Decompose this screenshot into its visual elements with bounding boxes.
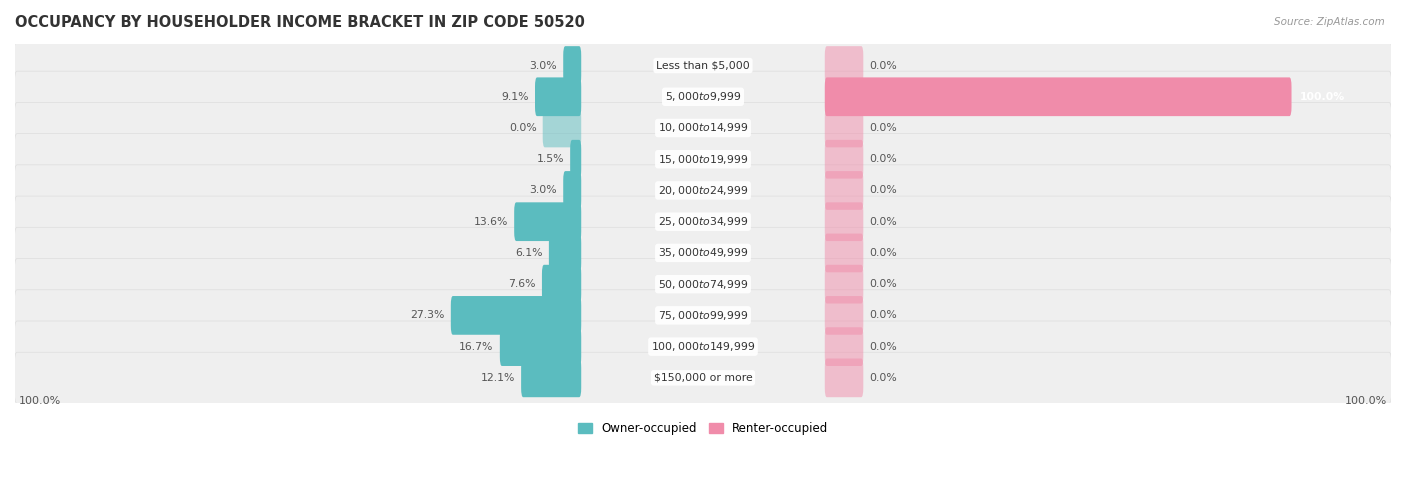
- FancyBboxPatch shape: [825, 109, 863, 147]
- Text: 3.0%: 3.0%: [530, 61, 557, 70]
- Text: 0.0%: 0.0%: [509, 123, 537, 133]
- FancyBboxPatch shape: [825, 327, 863, 366]
- FancyBboxPatch shape: [825, 265, 863, 304]
- Text: OCCUPANCY BY HOUSEHOLDER INCOME BRACKET IN ZIP CODE 50520: OCCUPANCY BY HOUSEHOLDER INCOME BRACKET …: [15, 15, 585, 30]
- FancyBboxPatch shape: [14, 259, 1392, 310]
- Text: $100,000 to $149,999: $100,000 to $149,999: [651, 340, 755, 353]
- Text: $25,000 to $34,999: $25,000 to $34,999: [658, 215, 748, 228]
- Text: 0.0%: 0.0%: [869, 342, 897, 351]
- Text: 7.6%: 7.6%: [508, 279, 536, 289]
- FancyBboxPatch shape: [541, 265, 581, 304]
- Text: 6.1%: 6.1%: [515, 248, 543, 258]
- Text: $150,000 or more: $150,000 or more: [654, 373, 752, 383]
- FancyBboxPatch shape: [825, 171, 863, 210]
- FancyBboxPatch shape: [825, 140, 863, 178]
- FancyBboxPatch shape: [825, 46, 863, 85]
- FancyBboxPatch shape: [14, 196, 1392, 247]
- FancyBboxPatch shape: [825, 77, 1292, 116]
- Text: 12.1%: 12.1%: [481, 373, 515, 383]
- FancyBboxPatch shape: [14, 290, 1392, 341]
- Text: $10,000 to $14,999: $10,000 to $14,999: [658, 122, 748, 135]
- Text: $35,000 to $49,999: $35,000 to $49,999: [658, 246, 748, 260]
- FancyBboxPatch shape: [825, 202, 863, 241]
- FancyBboxPatch shape: [825, 234, 863, 272]
- Text: 0.0%: 0.0%: [869, 279, 897, 289]
- Text: 100.0%: 100.0%: [1299, 92, 1346, 102]
- Text: 0.0%: 0.0%: [869, 154, 897, 164]
- FancyBboxPatch shape: [515, 202, 581, 241]
- Text: 100.0%: 100.0%: [18, 396, 60, 406]
- Text: 0.0%: 0.0%: [869, 373, 897, 383]
- FancyBboxPatch shape: [451, 296, 581, 335]
- FancyBboxPatch shape: [536, 77, 581, 116]
- FancyBboxPatch shape: [571, 140, 581, 178]
- Text: $50,000 to $74,999: $50,000 to $74,999: [658, 278, 748, 291]
- Text: 100.0%: 100.0%: [1346, 396, 1388, 406]
- Text: 0.0%: 0.0%: [869, 61, 897, 70]
- FancyBboxPatch shape: [14, 71, 1392, 122]
- Text: 9.1%: 9.1%: [502, 92, 529, 102]
- FancyBboxPatch shape: [14, 134, 1392, 185]
- Text: 0.0%: 0.0%: [869, 217, 897, 226]
- Text: $20,000 to $24,999: $20,000 to $24,999: [658, 184, 748, 197]
- Text: 0.0%: 0.0%: [869, 186, 897, 195]
- Text: $75,000 to $99,999: $75,000 to $99,999: [658, 309, 748, 322]
- Text: 0.0%: 0.0%: [869, 311, 897, 320]
- Legend: Owner-occupied, Renter-occupied: Owner-occupied, Renter-occupied: [572, 417, 834, 440]
- FancyBboxPatch shape: [564, 171, 581, 210]
- Text: $5,000 to $9,999: $5,000 to $9,999: [665, 90, 741, 103]
- Text: $15,000 to $19,999: $15,000 to $19,999: [658, 153, 748, 166]
- Text: Source: ZipAtlas.com: Source: ZipAtlas.com: [1274, 17, 1385, 27]
- Text: 0.0%: 0.0%: [869, 248, 897, 258]
- FancyBboxPatch shape: [825, 296, 863, 335]
- Text: 3.0%: 3.0%: [530, 186, 557, 195]
- FancyBboxPatch shape: [522, 359, 581, 397]
- Text: 27.3%: 27.3%: [411, 311, 444, 320]
- Text: 16.7%: 16.7%: [460, 342, 494, 351]
- Text: 0.0%: 0.0%: [869, 123, 897, 133]
- FancyBboxPatch shape: [501, 327, 581, 366]
- FancyBboxPatch shape: [548, 234, 581, 272]
- FancyBboxPatch shape: [14, 40, 1392, 91]
- FancyBboxPatch shape: [825, 359, 863, 397]
- FancyBboxPatch shape: [543, 109, 581, 147]
- Text: 13.6%: 13.6%: [474, 217, 508, 226]
- FancyBboxPatch shape: [14, 227, 1392, 278]
- FancyBboxPatch shape: [14, 352, 1392, 403]
- Text: Less than $5,000: Less than $5,000: [657, 61, 749, 70]
- FancyBboxPatch shape: [14, 165, 1392, 216]
- Text: 1.5%: 1.5%: [537, 154, 564, 164]
- FancyBboxPatch shape: [564, 46, 581, 85]
- FancyBboxPatch shape: [14, 321, 1392, 372]
- FancyBboxPatch shape: [14, 103, 1392, 154]
